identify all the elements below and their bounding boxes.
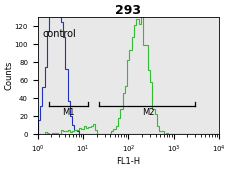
X-axis label: FL1-H: FL1-H: [116, 157, 140, 166]
Text: M2: M2: [141, 108, 154, 117]
Text: M1: M1: [62, 108, 75, 117]
Y-axis label: Counts: Counts: [4, 61, 13, 90]
Text: control: control: [43, 29, 76, 39]
Title: 293: 293: [115, 4, 141, 17]
